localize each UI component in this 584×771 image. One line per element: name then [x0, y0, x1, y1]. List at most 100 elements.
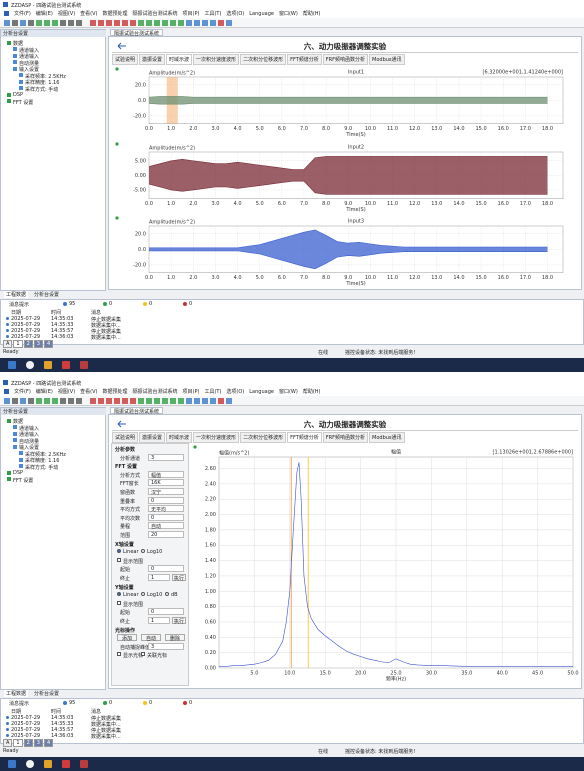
taskbar-icon[interactable] — [80, 760, 88, 768]
counter-value[interactable]: 0 — [149, 700, 153, 706]
tree-item[interactable]: 采样频率: 2.5KHz — [25, 73, 66, 80]
counter-value[interactable]: 0 — [109, 700, 113, 706]
toolbar-button[interactable] — [154, 398, 160, 404]
toolbar-button[interactable] — [36, 20, 42, 26]
toolbar-button[interactable] — [90, 398, 96, 404]
field-value[interactable]: 自动 — [148, 522, 184, 530]
field-value[interactable]: 3 — [148, 453, 184, 461]
menu-item[interactable]: 隔振试验台测试系统 — [132, 389, 178, 395]
toolbar-button[interactable] — [170, 398, 176, 404]
menu-item[interactable]: 数据预处理 — [102, 11, 128, 17]
tab[interactable]: 时域示波 — [166, 431, 193, 443]
panel-tab[interactable]: 分析台设置 — [34, 292, 60, 298]
page-label[interactable]: A — [3, 738, 13, 747]
toolbar-button[interactable] — [146, 398, 152, 404]
toolbar-button[interactable] — [162, 398, 168, 404]
tree-item[interactable]: FFT 设置 — [13, 477, 34, 484]
tab[interactable]: 时域示波 — [166, 53, 193, 65]
toolbar-button[interactable] — [98, 20, 104, 26]
toolbar-button[interactable] — [218, 20, 224, 26]
checkbox[interactable] — [117, 557, 121, 562]
button[interactable]: 删除 — [165, 634, 185, 642]
counter-value[interactable]: 0 — [109, 301, 113, 307]
tab[interactable]: 试验说明 — [112, 431, 139, 443]
checkbox[interactable] — [141, 652, 145, 657]
toolbar-button[interactable] — [90, 20, 96, 26]
tab[interactable]: Modbus通讯 — [369, 53, 405, 65]
tree-item[interactable]: 输入设置 — [19, 445, 40, 451]
menu-item[interactable]: 文件(F) — [14, 11, 31, 17]
toolbar-button[interactable] — [20, 20, 26, 26]
toolbar-button[interactable] — [162, 20, 168, 26]
menu-item[interactable]: 工具(T) — [204, 11, 222, 17]
tree-item[interactable]: 采样精度: 1.16 — [25, 458, 60, 464]
toolbar-button[interactable] — [52, 20, 58, 26]
document-tab[interactable]: 隔振试验台测试系统 — [110, 29, 164, 37]
menu-item[interactable]: 隔振试验台测试系统 — [132, 11, 178, 17]
tab[interactable]: FFT频谱分析 — [287, 431, 322, 443]
tab[interactable]: 激振设置 — [139, 53, 166, 65]
toolbar-button[interactable] — [210, 20, 216, 26]
taskbar-icon[interactable] — [44, 361, 52, 369]
toolbar-button[interactable] — [226, 20, 232, 26]
counter-value[interactable]: 95 — [69, 700, 76, 706]
tree-item[interactable]: 输入设置 — [19, 67, 40, 73]
field-value[interactable]: 0 — [148, 608, 184, 616]
toolbar-button[interactable] — [68, 398, 74, 404]
button[interactable]: 执行 — [172, 617, 186, 625]
field-value[interactable]: 20 — [148, 531, 184, 538]
taskbar-icon[interactable] — [44, 760, 52, 768]
field-value[interactable]: 3 — [148, 642, 184, 650]
page-button[interactable]: 4 — [43, 738, 54, 747]
page-button[interactable]: 2 — [23, 738, 33, 747]
tab[interactable]: 一次积分速度波形 — [193, 53, 240, 65]
menu-item[interactable]: 查看(V) — [80, 389, 98, 395]
toolbar-button[interactable] — [210, 398, 216, 404]
tree-item[interactable]: 自动测量 — [19, 438, 40, 445]
tree-item[interactable]: 通道输入 — [19, 47, 40, 54]
toolbar-button[interactable] — [202, 20, 208, 26]
tree-item[interactable]: FFT 设置 — [13, 99, 34, 106]
tab[interactable]: FRF频响函数分析 — [322, 53, 369, 65]
toolbar-button[interactable] — [4, 398, 10, 404]
menu-item[interactable]: 数据预处理 — [102, 389, 128, 395]
toolbar-button[interactable] — [98, 398, 104, 404]
radio-button[interactable] — [117, 549, 121, 554]
field-value[interactable]: 幅值 — [148, 470, 184, 479]
toolbar-button[interactable] — [122, 398, 128, 404]
menu-item[interactable]: 查看(V) — [80, 11, 98, 17]
toolbar-button[interactable] — [114, 398, 120, 404]
toolbar-button[interactable] — [146, 20, 152, 26]
tree-item[interactable]: 采样方式: 手动 — [25, 464, 59, 471]
tab[interactable]: 试验说明 — [112, 53, 139, 65]
panel-tab[interactable]: 工程数据 — [4, 291, 29, 298]
toolbar-button[interactable] — [170, 20, 176, 26]
toolbar-button[interactable] — [106, 398, 112, 404]
tree-item[interactable]: 采样方式: 手动 — [25, 86, 59, 93]
checkbox[interactable] — [117, 600, 121, 605]
button[interactable]: 自动 — [141, 634, 161, 642]
taskbar-icon[interactable] — [26, 361, 34, 369]
tab[interactable]: Modbus通讯 — [369, 431, 405, 443]
radio-button[interactable] — [117, 592, 121, 597]
toolbar-button[interactable] — [4, 20, 10, 26]
toolbar-button[interactable] — [12, 20, 18, 26]
field-value[interactable]: 0 — [148, 513, 184, 521]
tree-item[interactable]: 通道输入 — [19, 54, 40, 60]
toolbar-button[interactable] — [186, 398, 192, 404]
page-button[interactable]: 1 — [13, 339, 23, 348]
toolbar-button[interactable] — [114, 20, 120, 26]
tree-item[interactable]: 数据 — [13, 41, 24, 47]
toolbar-button[interactable] — [218, 398, 224, 404]
tab[interactable]: 激振设置 — [139, 431, 166, 443]
page-button[interactable]: 3 — [33, 339, 43, 348]
toolbar-button[interactable] — [52, 398, 58, 404]
radio-button[interactable] — [165, 592, 169, 597]
counter-value[interactable]: 0 — [149, 301, 153, 307]
toolbar-button[interactable] — [68, 20, 74, 26]
toolbar-button[interactable] — [178, 398, 184, 404]
menu-item[interactable]: 视图(V) — [57, 389, 76, 395]
counter-value[interactable]: 0 — [189, 700, 193, 706]
field-value[interactable]: 16K — [148, 479, 184, 487]
panel-tab[interactable]: 分析台设置 — [34, 691, 60, 697]
